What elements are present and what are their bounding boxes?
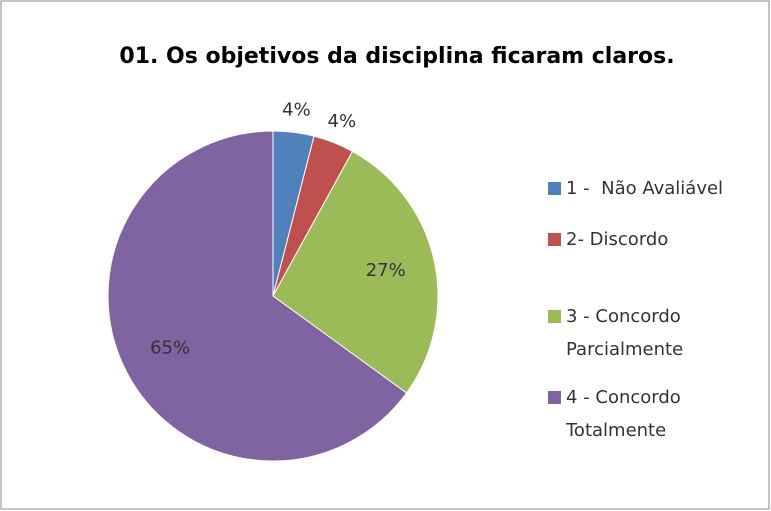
legend-swatch [548,310,561,323]
legend-label: 4 - Concordo Totalmente [566,387,687,441]
legend-label: 2- Discordo [566,229,669,250]
legend-item: 3 - Concordo Parcialmente [548,300,771,366]
pie-slice [272,150,439,394]
legend-swatch [548,391,561,404]
data-label: 65% [150,337,190,358]
legend-item: 1 - Não Avaliável [548,172,771,205]
legend-swatch [548,182,561,195]
data-label: 4% [282,99,311,120]
pie-slice [107,130,408,462]
data-label: 27% [366,260,406,281]
legend-swatch [548,233,561,246]
legend-item: 4 - Concordo Totalmente [548,381,771,447]
chart-title: 01. Os objetivos da disciplina ficaram c… [119,44,674,69]
legend-label: 1 - Não Avaliável [566,178,724,199]
legend-label: 3 - Concordo Parcialmente [566,306,687,360]
legend-item: 2- Discordo [548,223,771,256]
data-label: 4% [328,111,357,132]
